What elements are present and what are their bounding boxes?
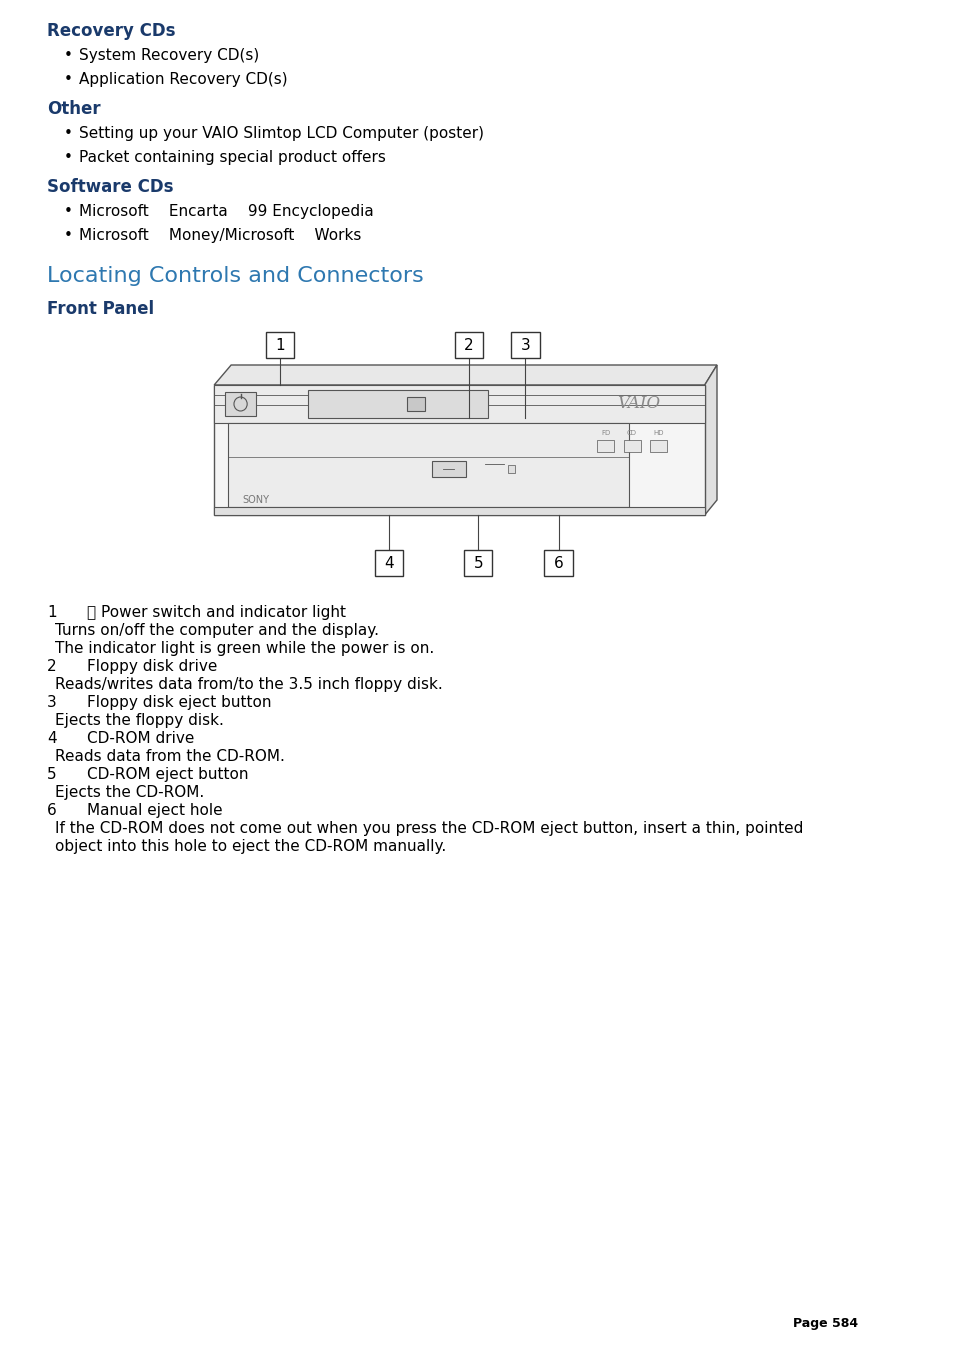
Text: Ejects the CD-ROM.: Ejects the CD-ROM. <box>54 785 204 800</box>
Text: Manual eject hole: Manual eject hole <box>87 802 222 817</box>
Text: Application Recovery CD(s): Application Recovery CD(s) <box>79 72 288 86</box>
Text: Floppy disk drive: Floppy disk drive <box>87 659 217 674</box>
Text: 6: 6 <box>47 802 57 817</box>
FancyBboxPatch shape <box>511 332 539 358</box>
Text: Microsoft  Encarta  99 Encyclopedia: Microsoft Encarta 99 Encyclopedia <box>79 204 374 219</box>
Text: Other: Other <box>47 100 101 118</box>
Text: 1: 1 <box>275 338 285 353</box>
Bar <box>225 392 255 416</box>
Text: •: • <box>64 126 73 141</box>
Bar <box>213 385 704 515</box>
Text: Floppy disk eject button: Floppy disk eject button <box>87 694 271 711</box>
Text: Microsoft  Money/Microsoft  Works: Microsoft Money/Microsoft Works <box>79 228 361 243</box>
Text: System Recovery CD(s): System Recovery CD(s) <box>79 49 259 63</box>
Text: •: • <box>64 150 73 165</box>
Text: 4: 4 <box>47 731 57 746</box>
Text: Setting up your VAIO Slimtop LCD Computer (poster): Setting up your VAIO Slimtop LCD Compute… <box>79 126 484 141</box>
Text: VAIO: VAIO <box>617 396 659 412</box>
Text: 1: 1 <box>47 605 57 620</box>
FancyBboxPatch shape <box>375 550 402 576</box>
Text: 5: 5 <box>473 555 482 570</box>
Text: 4: 4 <box>383 555 393 570</box>
Text: 3: 3 <box>520 338 530 353</box>
Text: SONY: SONY <box>242 494 269 505</box>
FancyBboxPatch shape <box>544 550 572 576</box>
Text: CD-ROM drive: CD-ROM drive <box>87 731 194 746</box>
Text: Reads/writes data from/to the 3.5 inch floppy disk.: Reads/writes data from/to the 3.5 inch f… <box>54 677 442 692</box>
Text: ⏻ Power switch and indicator light: ⏻ Power switch and indicator light <box>87 605 345 620</box>
Text: If the CD-ROM does not come out when you press the CD-ROM eject button, insert a: If the CD-ROM does not come out when you… <box>54 821 802 836</box>
Bar <box>649 440 666 453</box>
Bar <box>432 461 465 477</box>
Text: •: • <box>64 228 73 243</box>
Text: 2: 2 <box>47 659 57 674</box>
Bar <box>308 390 487 417</box>
Text: Front Panel: Front Panel <box>47 300 154 317</box>
Bar <box>597 440 614 453</box>
Text: CD: CD <box>626 430 637 436</box>
Text: Turns on/off the computer and the display.: Turns on/off the computer and the displa… <box>54 623 378 638</box>
Text: Software CDs: Software CDs <box>47 178 173 196</box>
Text: •: • <box>64 204 73 219</box>
Polygon shape <box>213 365 717 385</box>
Text: FD: FD <box>600 430 610 436</box>
Text: 3: 3 <box>47 694 57 711</box>
Text: Packet containing special product offers: Packet containing special product offers <box>79 150 386 165</box>
Text: Page 584: Page 584 <box>793 1317 858 1329</box>
Text: Locating Controls and Connectors: Locating Controls and Connectors <box>47 266 423 286</box>
Text: Ejects the floppy disk.: Ejects the floppy disk. <box>54 713 223 728</box>
Bar <box>228 423 629 507</box>
FancyBboxPatch shape <box>266 332 294 358</box>
Text: HD: HD <box>653 430 663 436</box>
Text: Reads data from the CD-ROM.: Reads data from the CD-ROM. <box>54 748 284 765</box>
Bar <box>213 507 704 515</box>
Text: 2: 2 <box>463 338 474 353</box>
Text: CD-ROM eject button: CD-ROM eject button <box>87 767 248 782</box>
Bar <box>623 440 639 453</box>
Bar <box>213 385 704 423</box>
FancyBboxPatch shape <box>464 550 492 576</box>
Text: The indicator light is green while the power is on.: The indicator light is green while the p… <box>54 640 434 657</box>
Text: •: • <box>64 49 73 63</box>
Bar <box>406 397 425 411</box>
Bar <box>508 465 515 473</box>
Text: Recovery CDs: Recovery CDs <box>47 22 175 41</box>
Text: 5: 5 <box>47 767 57 782</box>
FancyBboxPatch shape <box>455 332 482 358</box>
Polygon shape <box>704 365 717 515</box>
Text: •: • <box>64 72 73 86</box>
Text: 6: 6 <box>553 555 563 570</box>
Text: object into this hole to eject the CD-ROM manually.: object into this hole to eject the CD-RO… <box>54 839 445 854</box>
